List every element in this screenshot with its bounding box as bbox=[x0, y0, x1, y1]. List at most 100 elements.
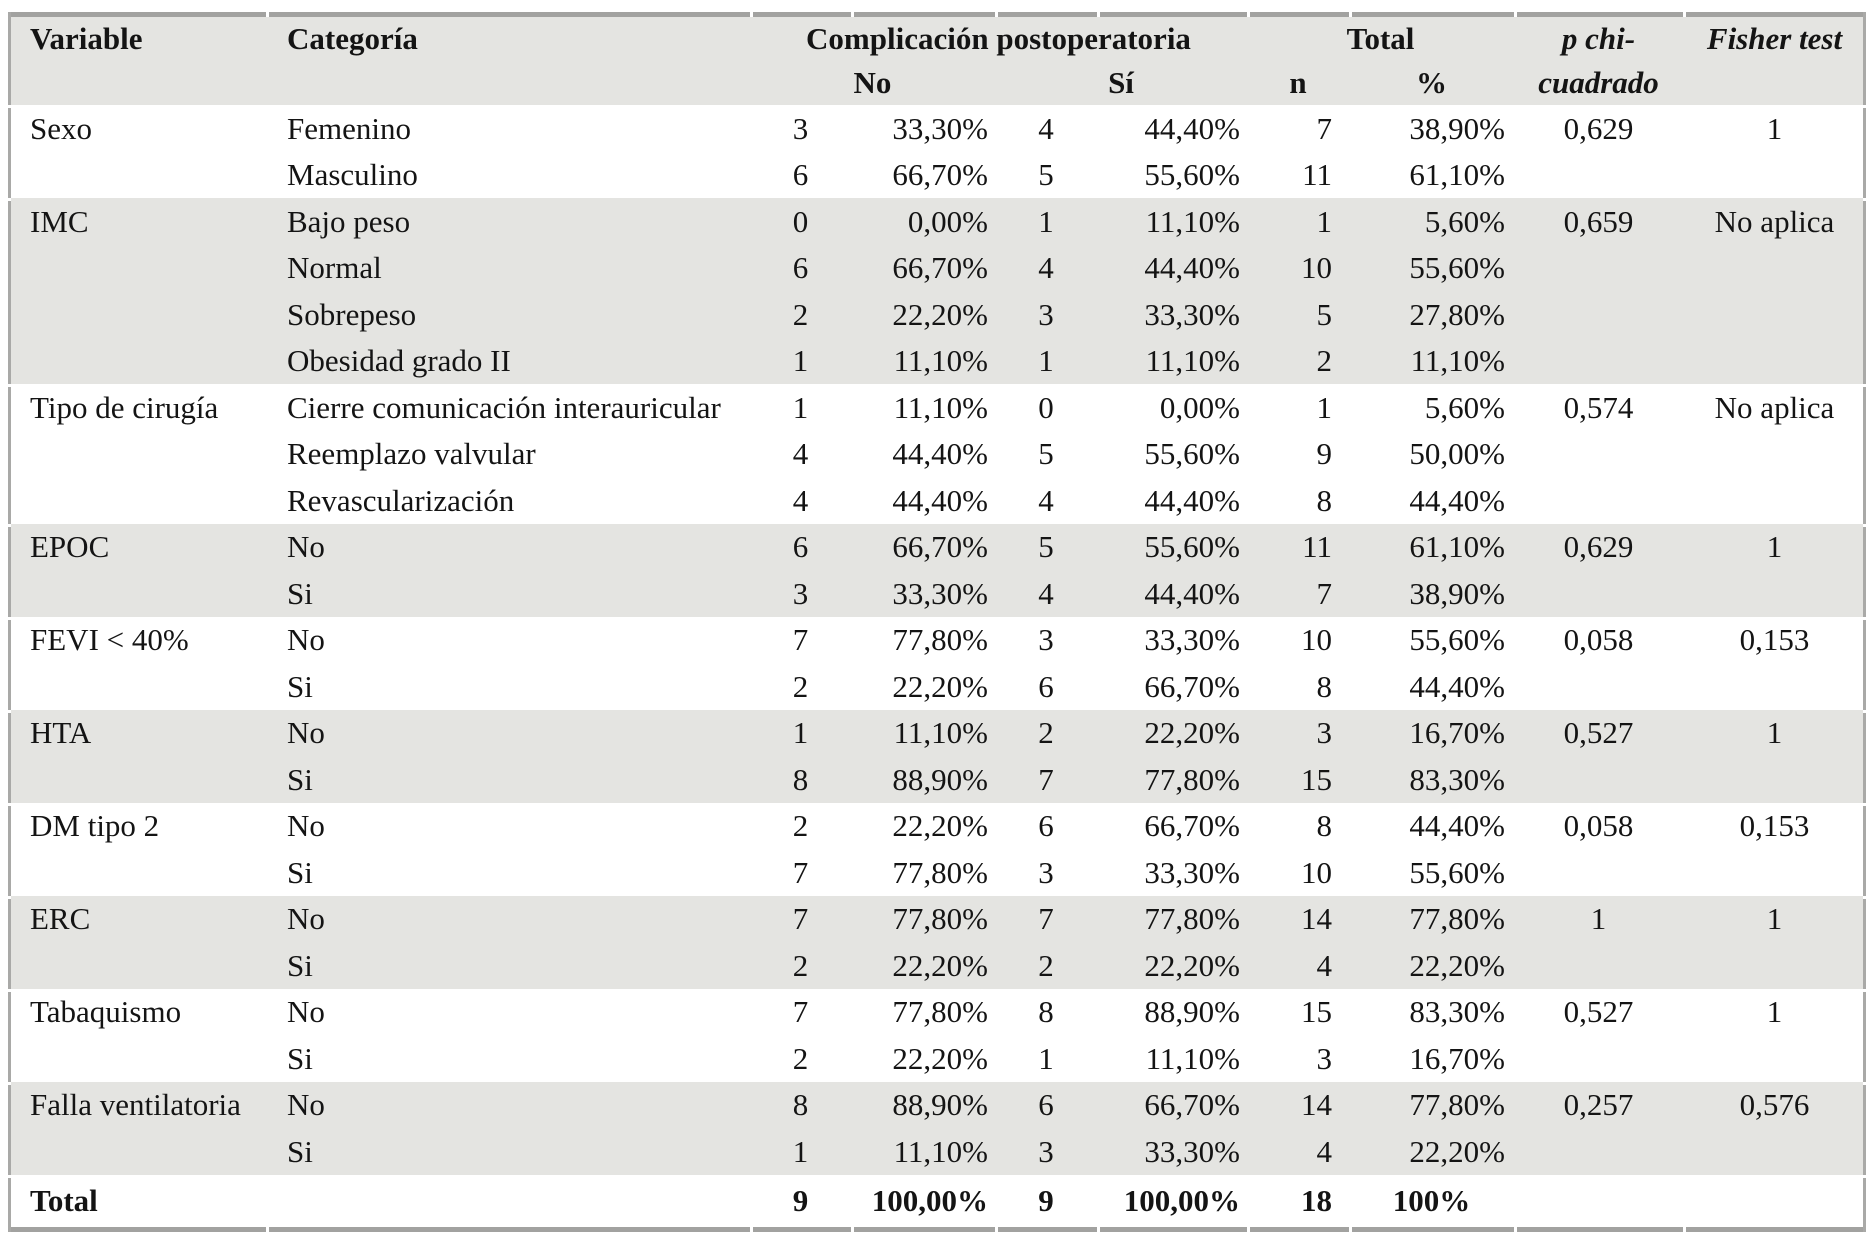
total-si-percent-cell: 100,00% bbox=[1123, 1183, 1240, 1218]
percent-cell: 44,40% bbox=[1409, 808, 1505, 844]
si-percent-cell: 33,30% bbox=[1144, 854, 1240, 890]
si-count-cell: 1 bbox=[1038, 343, 1054, 379]
si-count-cell: 4 bbox=[1038, 250, 1054, 286]
p-value-cell: 0,629 bbox=[1563, 529, 1634, 565]
table-row: Obesidad grado II 1 11,10% 1 11,10% 2 11,10% bbox=[8, 337, 1866, 384]
si-count-cell: 2 bbox=[1038, 947, 1054, 983]
si-count-cell: 8 bbox=[1038, 994, 1054, 1030]
variable-cell: EPOC bbox=[30, 529, 110, 565]
total-n-cell: 18 bbox=[1301, 1183, 1332, 1218]
border-segment bbox=[1097, 12, 1247, 17]
border-segment bbox=[1247, 12, 1349, 17]
table-row: FEVI < 40% No 7 77,80% 3 33,30% 10 55,60% 0,058 0… bbox=[8, 617, 1866, 664]
si-percent-cell: 55,60% bbox=[1144, 436, 1240, 472]
border-segment bbox=[1349, 1226, 1514, 1232]
p-value-cell: 1 bbox=[1590, 901, 1607, 937]
percent-cell: 55,60% bbox=[1409, 622, 1505, 658]
border-segment bbox=[8, 1174, 11, 1232]
no-count-cell: 2 bbox=[792, 947, 809, 983]
border-segment bbox=[995, 1226, 1097, 1232]
table-row: Si 3 33,30% 4 44,40% 7 38,90% bbox=[8, 570, 1866, 617]
table-right-border bbox=[1863, 12, 1866, 1232]
si-percent-cell: 66,70% bbox=[1144, 1087, 1240, 1123]
n-cell: 7 bbox=[1316, 110, 1333, 146]
si-percent-cell: 77,80% bbox=[1144, 901, 1240, 937]
n-cell: 10 bbox=[1301, 622, 1332, 658]
no-percent-cell: 33,30% bbox=[892, 575, 988, 611]
percent-cell: 55,60% bbox=[1409, 854, 1505, 890]
no-percent-cell: 88,90% bbox=[892, 761, 988, 797]
fisher-value-cell: 0,153 bbox=[1739, 808, 1810, 844]
col-header-categoria: Categoría bbox=[287, 21, 418, 56]
no-count-cell: 0 bbox=[792, 203, 809, 239]
border-segment bbox=[1863, 1081, 1866, 1175]
table-row: Sobrepeso 2 22,20% 3 33,30% 5 27,80% bbox=[8, 291, 1866, 338]
border-segment bbox=[1514, 12, 1683, 17]
border-segment bbox=[8, 802, 11, 896]
n-cell: 15 bbox=[1301, 761, 1332, 797]
p-value-cell: 0,257 bbox=[1563, 1087, 1634, 1123]
no-count-cell: 3 bbox=[792, 575, 809, 611]
si-percent-cell: 66,70% bbox=[1144, 808, 1240, 844]
no-percent-cell: 11,10% bbox=[893, 343, 988, 379]
variable-cell: FEVI < 40% bbox=[30, 622, 189, 658]
table-top-border bbox=[8, 12, 1866, 17]
p-value-cell: 0,058 bbox=[1563, 622, 1634, 658]
si-count-cell: 7 bbox=[1038, 761, 1054, 797]
variable-cell: Falla ventilatoria bbox=[30, 1087, 241, 1123]
category-cell: Revascularización bbox=[287, 482, 515, 518]
no-count-cell: 1 bbox=[792, 1133, 809, 1169]
no-count-cell: 2 bbox=[792, 808, 809, 844]
table-row: Tipo de cirugía Cierre comunicación inter… bbox=[8, 384, 1866, 431]
si-percent-cell: 11,10% bbox=[1145, 1040, 1240, 1076]
percent-cell: 83,30% bbox=[1409, 994, 1505, 1030]
no-count-cell: 7 bbox=[792, 854, 809, 890]
table-row: Si 8 88,90% 7 77,80% 15 83,30% bbox=[8, 756, 1866, 803]
border-segment bbox=[8, 1081, 11, 1175]
n-cell: 8 bbox=[1316, 808, 1333, 844]
variable-cell: Tipo de cirugía bbox=[30, 389, 219, 425]
table-left-border bbox=[8, 12, 11, 1232]
si-count-cell: 0 bbox=[1038, 389, 1054, 425]
border-segment bbox=[8, 988, 11, 1082]
col-header-si: Sí bbox=[1108, 65, 1134, 100]
variable-cell: DM tipo 2 bbox=[30, 808, 160, 844]
fisher-value-cell: No aplica bbox=[1714, 389, 1835, 425]
category-cell: No bbox=[287, 808, 325, 844]
n-cell: 4 bbox=[1316, 947, 1333, 983]
total-percent-cell: 100% bbox=[1392, 1183, 1471, 1218]
table-row: Si 7 77,80% 3 33,30% 10 55,60% bbox=[8, 849, 1866, 896]
border-segment bbox=[8, 384, 11, 524]
category-cell: No bbox=[287, 1087, 325, 1123]
border-segment bbox=[1683, 12, 1866, 17]
no-percent-cell: 88,90% bbox=[892, 1087, 988, 1123]
table-row: EPOC No 6 66,70% 5 55,60% 11 61,10% 0,629 1 bbox=[8, 523, 1866, 570]
border-segment bbox=[1514, 1226, 1683, 1232]
no-percent-cell: 22,20% bbox=[892, 1040, 988, 1076]
si-count-cell: 6 bbox=[1038, 1087, 1054, 1123]
variable-cell: ERC bbox=[30, 901, 91, 937]
category-cell: Si bbox=[287, 854, 313, 890]
si-count-cell: 4 bbox=[1038, 482, 1054, 518]
n-cell: 15 bbox=[1301, 994, 1332, 1030]
no-percent-cell: 11,10% bbox=[893, 715, 988, 751]
si-percent-cell: 44,40% bbox=[1144, 110, 1240, 146]
si-count-cell: 2 bbox=[1038, 715, 1054, 751]
border-segment bbox=[1863, 523, 1866, 617]
no-percent-cell: 0,00% bbox=[907, 203, 988, 239]
category-cell: Si bbox=[287, 668, 313, 704]
percent-cell: 5,60% bbox=[1424, 389, 1505, 425]
no-percent-cell: 22,20% bbox=[892, 947, 988, 983]
si-percent-cell: 0,00% bbox=[1159, 389, 1240, 425]
no-percent-cell: 77,80% bbox=[892, 994, 988, 1030]
no-count-cell: 6 bbox=[792, 250, 809, 286]
col-header-no: No bbox=[853, 65, 892, 100]
no-count-cell: 6 bbox=[792, 529, 809, 565]
p-value-cell: 0,659 bbox=[1563, 203, 1634, 239]
p-value-cell: 0,058 bbox=[1563, 808, 1634, 844]
category-cell: Si bbox=[287, 575, 313, 611]
percent-cell: 50,00% bbox=[1409, 436, 1505, 472]
category-cell: Si bbox=[287, 947, 313, 983]
si-percent-cell: 33,30% bbox=[1144, 296, 1240, 332]
border-segment bbox=[1247, 1226, 1349, 1232]
